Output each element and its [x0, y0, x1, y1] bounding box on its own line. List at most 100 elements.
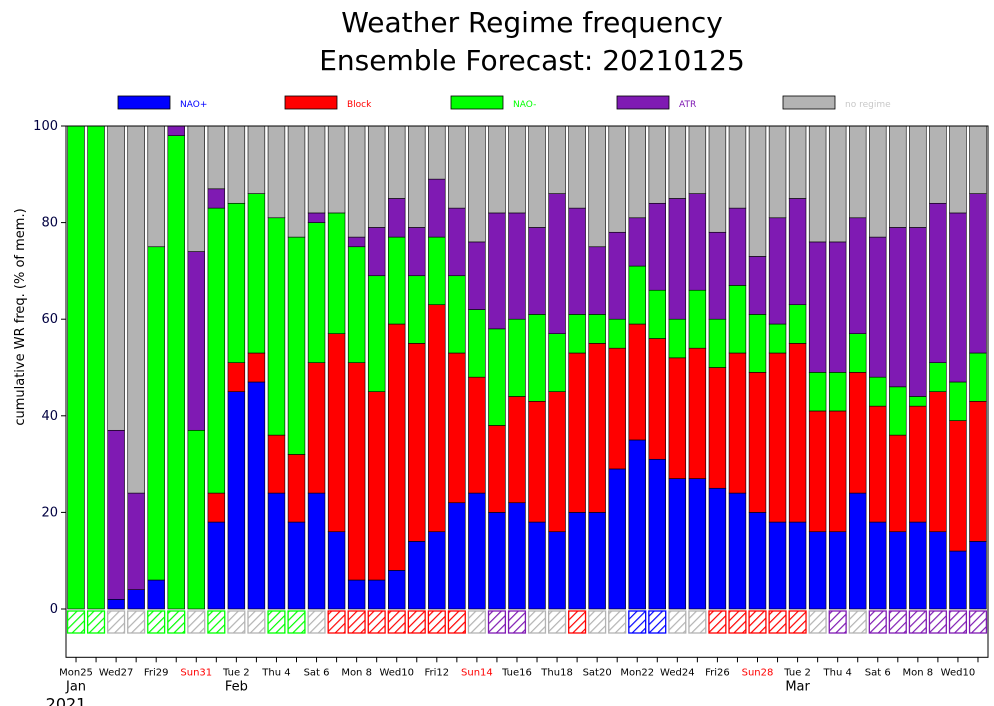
- bar-segment-naoplus: [828, 531, 847, 610]
- dominant-regime-marker: [628, 610, 647, 634]
- bar-segment-nao-: [187, 429, 206, 610]
- bar-segment-atr: [448, 207, 466, 277]
- bar-segment-naoplus: [428, 531, 446, 610]
- bar-segment-naoplus: [327, 531, 346, 610]
- bar-segment-block: [728, 352, 747, 494]
- bar-segment-nao-: [287, 236, 306, 455]
- bar-segment-no-regime: [187, 125, 206, 252]
- bar-segment-block: [788, 343, 807, 523]
- bar-segment-block: [588, 343, 606, 513]
- bar-segment-atr: [428, 178, 446, 238]
- bar-segment-nao-: [87, 125, 105, 610]
- bar-segment-atr: [187, 251, 206, 431]
- dominant-regime-marker: [888, 610, 907, 634]
- dominant-regime-marker: [768, 610, 787, 634]
- bar-segment-naoplus: [889, 531, 907, 610]
- dominant-regime-marker: [367, 610, 386, 634]
- bar-segment-naoplus: [387, 570, 406, 610]
- bar-segment-no-regime: [448, 125, 466, 209]
- dominant-regime-marker: [788, 610, 807, 634]
- dominant-regime-marker: [427, 610, 446, 634]
- bar-segment-no-regime: [768, 125, 787, 219]
- legend-swatch: [284, 95, 338, 110]
- bar-segment-block: [768, 352, 787, 523]
- dominant-regime-marker: [467, 610, 486, 634]
- bar-segment-naoplus: [949, 550, 967, 610]
- bar-segment-naoplus: [528, 521, 546, 610]
- bar-segment-atr: [568, 207, 586, 315]
- bar-segment-block: [387, 323, 406, 571]
- bar-segment-nao-: [828, 372, 847, 412]
- bar-segment-nao-: [528, 314, 546, 402]
- bar-segment-nao-: [408, 275, 426, 344]
- bar-segment-atr: [488, 212, 506, 330]
- bar-segment-block: [708, 367, 727, 489]
- legend-swatch: [782, 95, 836, 110]
- y-axis-label: cumulative WR freq. (% of mem.): [13, 208, 28, 425]
- bar-segment-block: [848, 372, 867, 494]
- bar-segment-naoplus: [788, 521, 807, 610]
- bar-segment-no-regime: [889, 125, 907, 228]
- bar-segment-naoplus: [869, 521, 887, 610]
- bar-segment-nao-: [468, 309, 486, 378]
- bar-segment-atr: [107, 429, 125, 600]
- bar-segment-naoplus: [708, 487, 727, 610]
- bar-segment-no-regime: [788, 125, 807, 199]
- x-tick-label: Mon 8: [341, 667, 372, 678]
- bar-segment-atr: [848, 217, 867, 334]
- legend-swatch: [616, 95, 670, 110]
- bar-segment-no-regime: [568, 125, 586, 209]
- bar-segment-block: [428, 304, 446, 533]
- bar-segment-no-regime: [107, 125, 125, 431]
- bar-segment-nao-: [247, 193, 266, 354]
- bar-segment-atr: [648, 202, 666, 291]
- bar-segment-atr: [508, 212, 526, 320]
- bar-segment-naoplus: [969, 541, 987, 610]
- bar-segment-atr: [668, 198, 687, 320]
- plot-frame: [65, 125, 989, 658]
- x-tick-label: Wed10: [379, 667, 414, 678]
- bar-segment-no-regime: [688, 125, 707, 194]
- dominant-regime-marker: [66, 610, 86, 634]
- dominant-regime-marker: [868, 610, 887, 634]
- bar-segment-no-regime: [127, 125, 145, 494]
- y-tick-label: 60: [41, 312, 58, 327]
- bar-segment-naoplus: [207, 521, 226, 610]
- bar-segment-atr: [708, 231, 727, 320]
- bar-area: [66, 125, 988, 634]
- bar-segment-atr: [588, 246, 606, 315]
- x-tick-label: Fri29: [144, 667, 169, 678]
- bar-segment-nao-: [869, 376, 887, 407]
- bar-segment-block: [668, 357, 687, 479]
- bar-segment-block: [448, 352, 466, 504]
- bar-segment-no-regime: [528, 125, 546, 228]
- bar-segment-atr: [408, 227, 426, 277]
- x-tick-label: Sat 6: [304, 667, 330, 678]
- bar-segment-atr: [628, 217, 646, 267]
- x-tick-label: Mon 8: [903, 667, 934, 678]
- dominant-regime-marker: [648, 610, 667, 634]
- x-tick-label: Tue16: [501, 667, 532, 678]
- bar-segment-no-regime: [648, 125, 666, 204]
- dominant-regime-marker: [307, 610, 326, 634]
- bar-segment-nao-: [448, 275, 466, 354]
- bar-segment-atr: [548, 193, 566, 334]
- y-tick-label: 80: [41, 216, 58, 231]
- x-tick-label: Tue 2: [783, 667, 811, 678]
- bar-segment-naoplus: [448, 502, 466, 610]
- legend-swatch: [450, 95, 504, 110]
- chart-title-line2: Ensemble Forecast: 20210125: [319, 44, 745, 77]
- bar-segment-naoplus: [748, 512, 767, 610]
- chart-title-line1: Weather Regime frequency: [341, 6, 723, 39]
- dominant-regime-marker: [87, 610, 106, 634]
- bar-segment-naoplus: [568, 512, 586, 610]
- bar-segment-no-regime: [929, 125, 947, 204]
- legend-label: no regime: [845, 100, 891, 110]
- bar-segment-atr: [127, 492, 145, 590]
- x-tick-label: Sun14: [461, 667, 493, 678]
- dominant-regime-marker: [688, 610, 707, 634]
- bar-segment-naoplus: [107, 599, 125, 610]
- bar-segment-atr: [347, 236, 366, 248]
- bar-segment-no-regime: [488, 125, 506, 214]
